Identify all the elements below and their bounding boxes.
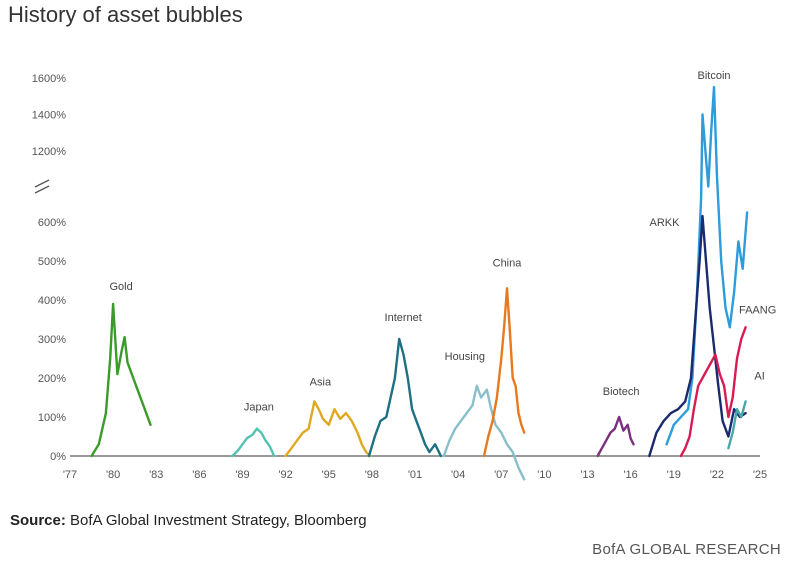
y-tick-label: 1200% (32, 146, 66, 158)
chart-title: History of asset bubbles (8, 2, 243, 27)
x-tick-label: '86 (192, 469, 206, 481)
series-label-housing: Housing (445, 351, 485, 363)
axis-break-mark (34, 185, 50, 194)
axes (34, 179, 760, 457)
x-tick-label: '80 (106, 469, 120, 481)
series-label-asia: Asia (310, 376, 332, 388)
series-label-japan: Japan (244, 402, 274, 414)
series-line-biotech (596, 415, 635, 458)
brand-mark: BofA GLOBAL RESEARCH (592, 541, 781, 558)
series-line-internet (367, 337, 443, 458)
series-line-housing (442, 384, 526, 481)
series-line-faang (679, 326, 747, 458)
series-line-gold (90, 302, 152, 458)
series-line-japan (231, 427, 276, 458)
x-tick-label: '10 (537, 469, 551, 481)
x-tick-label: '16 (623, 469, 637, 481)
series-label-china: China (493, 257, 523, 269)
x-tick-label: '92 (278, 469, 292, 481)
x-tick-label: '22 (710, 469, 724, 481)
x-tick-label: '95 (322, 469, 336, 481)
x-tick-label: '01 (408, 469, 422, 481)
series-line-asia (284, 400, 372, 458)
series-label-ai: AI (754, 370, 764, 382)
y-tick-label: 0% (50, 451, 66, 463)
y-tick-label: 500% (38, 256, 66, 268)
x-tick-label: '19 (667, 469, 681, 481)
y-tick-label: 1400% (32, 110, 66, 122)
chart: 0% 100% 200% 300% 400% 500% 600% 1200% 1400% 1600… (32, 70, 777, 481)
series-label-gold: Gold (110, 281, 133, 293)
series-label-bitcoin: Bitcoin (697, 70, 730, 82)
series-label-faang: FAANG (739, 304, 776, 316)
y-tick-label: 400% (38, 295, 66, 307)
y-tick-label: 300% (38, 334, 66, 346)
x-tick-label: '98 (365, 469, 379, 481)
series-lines (90, 85, 749, 481)
x-tick-label: '04 (451, 469, 465, 481)
series-line-arkk (648, 214, 747, 458)
y-tick-label: 100% (38, 412, 66, 424)
tick-labels: 0% 100% 200% 300% 400% 500% 600% 1200% 1400% 1600… (32, 73, 767, 481)
series-label-arkk: ARKK (650, 217, 681, 229)
series-labels: Gold Japan Asia Internet Housing China Biotech… (110, 70, 777, 414)
x-tick-label: '13 (580, 469, 594, 481)
series-label-biotech: Biotech (603, 386, 640, 398)
y-tick-label: 600% (38, 217, 66, 229)
y-tick-label: 200% (38, 373, 66, 385)
x-tick-label: '83 (149, 469, 163, 481)
source-text: BofA Global Investment Strategy, Bloombe… (70, 512, 367, 529)
series-line-bitcoin (665, 85, 749, 446)
series-label-internet: Internet (385, 312, 422, 324)
source-label: Source: (10, 512, 66, 529)
series-line-china (482, 287, 526, 458)
axis-break-mark (34, 179, 50, 188)
series-line-ai (727, 400, 747, 450)
x-tick-label: '89 (235, 469, 249, 481)
x-tick-label: '25 (753, 469, 767, 481)
source-note: Source: BofA Global Investment Strategy,… (10, 512, 367, 529)
x-tick-label: '77 (63, 469, 77, 481)
y-tick-label: 1600% (32, 73, 66, 85)
x-tick-label: '07 (494, 469, 508, 481)
